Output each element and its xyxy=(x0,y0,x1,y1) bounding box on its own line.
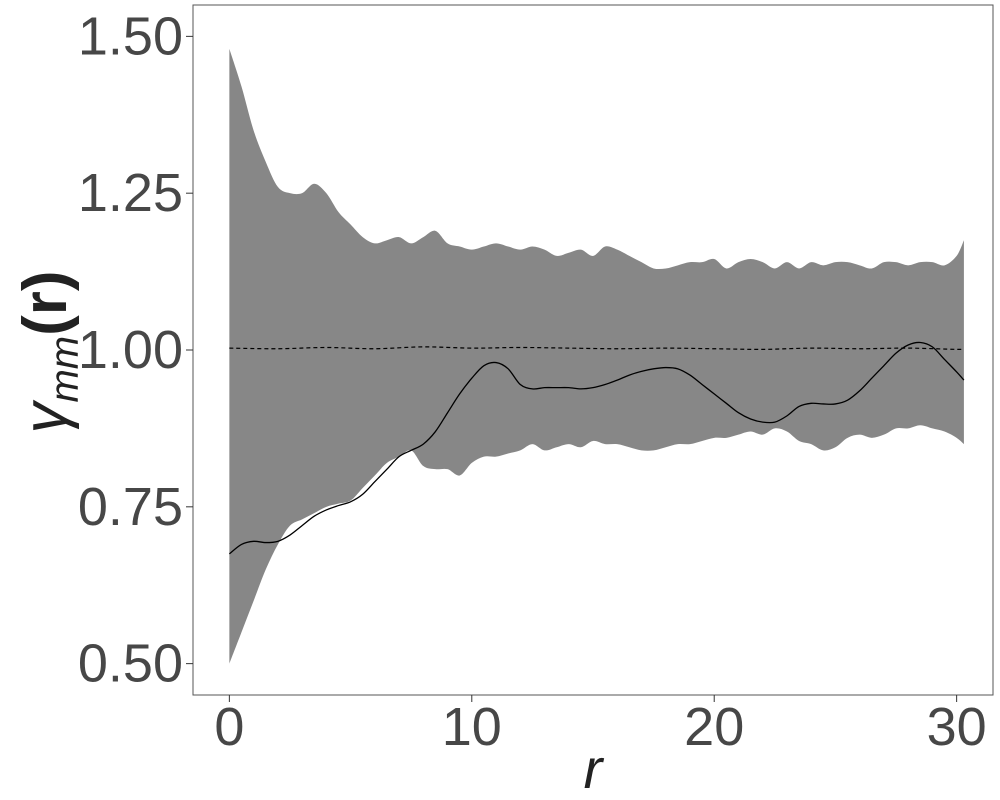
x-tick-label: 20 xyxy=(684,697,744,757)
observed-line xyxy=(228,341,965,555)
y-tick-label: 1.00 xyxy=(78,320,183,380)
x-tick-label: 0 xyxy=(214,697,244,757)
theoretical-line xyxy=(229,346,965,350)
y-axis-title: γmm(r) xyxy=(11,270,87,433)
x-tick-label: 30 xyxy=(927,697,987,757)
y-axis-symbol: γ xyxy=(11,400,80,434)
envelope-band xyxy=(229,48,964,664)
axis-ticks: 0 10 20 30 0.50 0.75 1.00 1.25 1.50 xyxy=(78,6,987,757)
y-tick-label: 1.50 xyxy=(78,6,183,66)
x-tick-label: 10 xyxy=(442,697,502,757)
y-tick-label: 0.50 xyxy=(78,634,183,694)
y-axis-subscript: mm xyxy=(43,336,87,403)
y-tick-label: 1.25 xyxy=(78,163,183,223)
x-axis-title: r xyxy=(584,737,605,800)
y-tick-label: 0.75 xyxy=(78,477,183,537)
y-axis-argument: (r) xyxy=(11,270,80,335)
plot-area xyxy=(228,48,965,664)
